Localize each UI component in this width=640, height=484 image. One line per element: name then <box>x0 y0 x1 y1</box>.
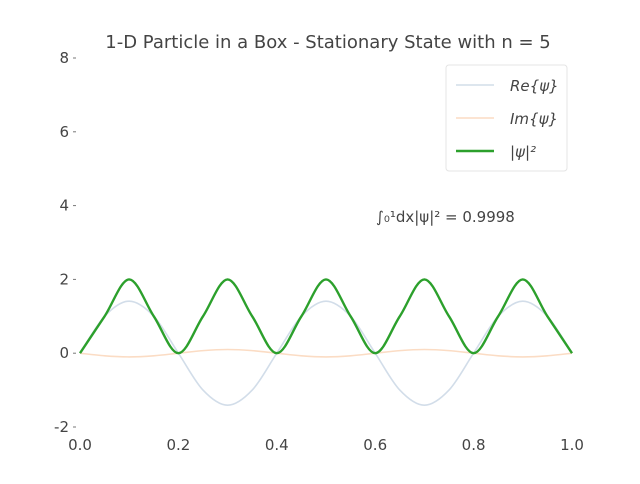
y-tick-label: -2 <box>54 418 69 436</box>
x-tick-label: 0.0 <box>68 436 92 454</box>
legend-label-im: Im{ψ} <box>510 110 558 128</box>
chart-title: 1-D Particle in a Box - Stationary State… <box>105 32 551 53</box>
y-tick-label: 6 <box>59 123 69 141</box>
x-tick-label: 1.0 <box>560 436 584 454</box>
y-tick-label: 8 <box>59 49 69 67</box>
x-axis-ticks: 0.0 0.2 0.4 0.6 0.8 1.0 <box>68 436 584 454</box>
y-tick-label: 4 <box>59 197 69 215</box>
x-tick-label: 0.8 <box>462 436 486 454</box>
y-tick-label: 2 <box>59 270 69 288</box>
series-abs-psi-squared-line <box>79 278 573 355</box>
x-tick-label: 0.6 <box>363 436 387 454</box>
x-tick-label: 0.2 <box>166 436 190 454</box>
legend-label-abs2: |ψ|² <box>510 143 536 161</box>
y-tick-label: 0 <box>59 344 69 362</box>
legend: Re{ψ} Im{ψ} |ψ|² <box>445 64 568 172</box>
series-layer <box>79 278 573 407</box>
legend-label-re: Re{ψ} <box>510 77 559 95</box>
series-im-psi-line <box>79 348 573 358</box>
x-tick-label: 0.4 <box>265 436 289 454</box>
series-re-psi-line <box>79 300 573 407</box>
normalization-annotation: ∫₀¹dx|ψ|² = 0.9998 <box>376 208 515 226</box>
y-axis-ticks: -2 0 2 4 6 8 <box>54 49 76 436</box>
legend-frame <box>445 64 568 172</box>
